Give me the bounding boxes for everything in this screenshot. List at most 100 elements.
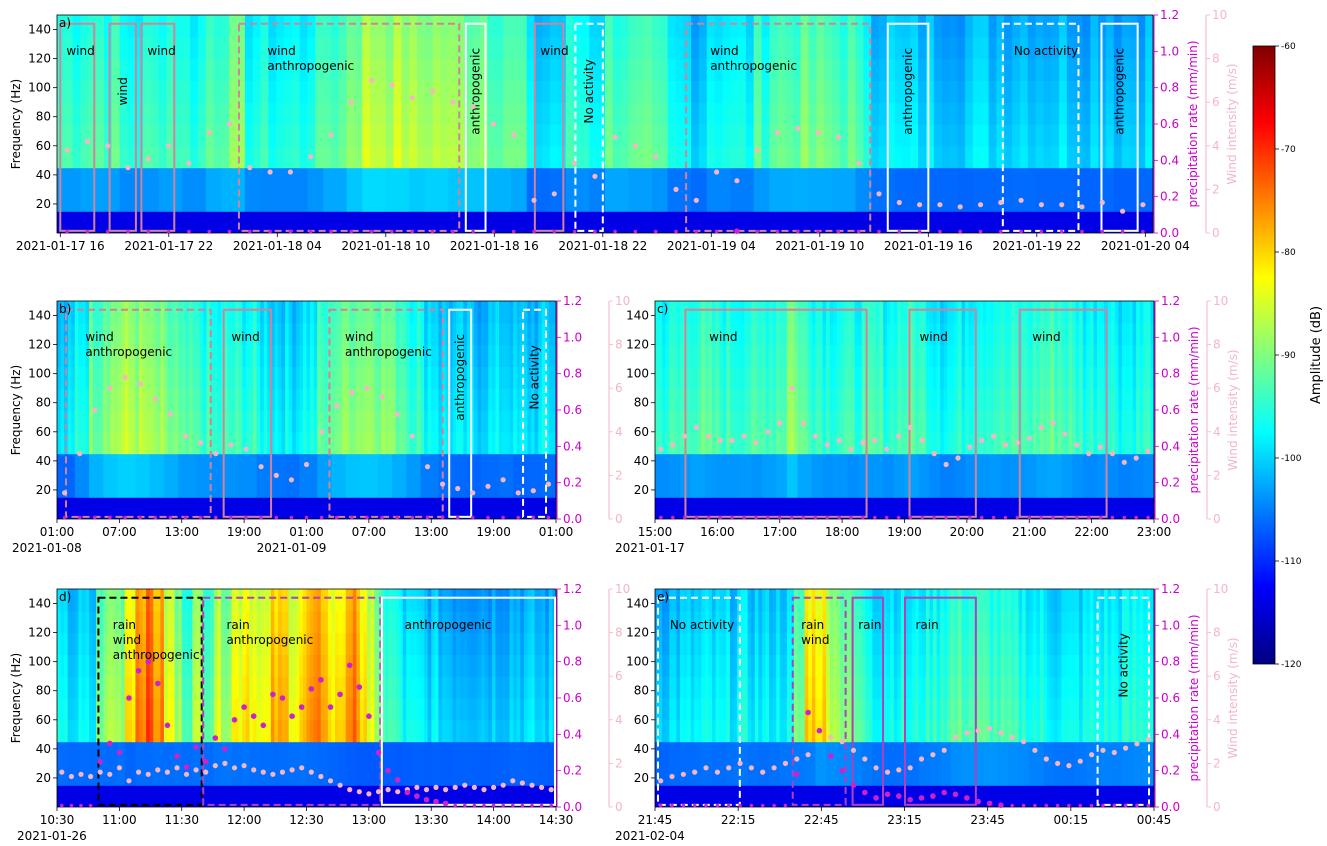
annotation-box xyxy=(108,22,137,232)
precip-point xyxy=(1063,515,1067,520)
precip-tick-label: 0.8 xyxy=(563,655,582,669)
precip-tick-label: 1.2 xyxy=(1160,8,1179,22)
precip-point xyxy=(825,515,830,520)
wind-point xyxy=(632,143,639,149)
annotation-box xyxy=(851,596,885,806)
wind-point xyxy=(876,191,882,197)
precip-point xyxy=(1123,803,1128,808)
ytick-label: 120 xyxy=(28,626,51,640)
wind-point xyxy=(612,134,618,140)
precip-point xyxy=(472,803,477,808)
annotation-label: rain xyxy=(226,618,249,632)
precip-tick-label: 0.0 xyxy=(1161,800,1180,814)
wind-point xyxy=(658,778,664,784)
wind-point xyxy=(737,760,743,767)
precip-point xyxy=(531,515,536,520)
panel-label: d) xyxy=(59,590,71,604)
wind-point xyxy=(692,769,698,775)
precip-point xyxy=(414,793,420,799)
precip-point xyxy=(760,803,765,808)
wind-point xyxy=(828,734,834,740)
wind-point xyxy=(1043,756,1049,762)
wind-point xyxy=(1077,758,1083,764)
wind-point xyxy=(260,769,266,775)
precip-tick-label: 1.0 xyxy=(1161,618,1180,632)
wind-point xyxy=(848,446,854,452)
precip-point xyxy=(349,229,354,234)
ytick-label: 100 xyxy=(626,655,649,669)
wind-point xyxy=(500,782,506,788)
wind-tick-label: 2 xyxy=(615,756,623,770)
wind-point xyxy=(653,154,659,160)
precip-point xyxy=(433,798,439,805)
wind-tick-label: 6 xyxy=(1212,95,1220,109)
precip-point xyxy=(463,803,467,808)
xtick-label: 11:00 xyxy=(102,813,137,827)
axes-frame xyxy=(56,14,1154,234)
wind-point xyxy=(105,143,111,149)
wind-point xyxy=(440,481,446,487)
ytick-label: 80 xyxy=(634,684,649,698)
annotation-label: anthropogenic xyxy=(901,48,915,135)
precip-point xyxy=(1044,803,1049,808)
precip-tick-label: 1.0 xyxy=(1161,330,1180,344)
wind-point xyxy=(375,789,382,795)
annotation-label: No activity xyxy=(670,618,734,632)
annotation-label: anthropogenic xyxy=(226,633,313,647)
annotation-box xyxy=(1096,596,1151,806)
wind-point xyxy=(952,734,959,740)
wind-point xyxy=(470,104,476,110)
wind-point xyxy=(748,765,755,771)
precip-point xyxy=(816,727,823,734)
precip-point xyxy=(260,722,267,729)
precip-point xyxy=(1112,803,1117,808)
precip-point xyxy=(1135,803,1139,808)
wind-point xyxy=(471,784,477,791)
wind-point xyxy=(389,82,395,88)
xtick-label: 13:00 xyxy=(414,525,449,539)
wind-point xyxy=(273,472,279,478)
wind-point xyxy=(771,765,777,771)
wind-point xyxy=(714,169,720,175)
wind-point xyxy=(379,394,385,400)
colorbar-tick-label: -80 xyxy=(1281,248,1296,258)
wind-point xyxy=(1100,747,1106,753)
precip-point xyxy=(164,722,171,729)
wind-point xyxy=(1111,749,1117,756)
precip-point xyxy=(1122,515,1127,520)
wind-point xyxy=(462,782,468,788)
wind-point xyxy=(572,160,578,166)
wind-point xyxy=(62,490,68,496)
precip-point xyxy=(231,717,238,723)
xtick-label: 19:00 xyxy=(887,525,922,539)
annotation-box xyxy=(380,596,557,806)
wind-point xyxy=(1133,455,1139,461)
wind-point xyxy=(1074,442,1080,448)
precip-point xyxy=(796,229,800,234)
annotation-label: wind xyxy=(267,44,295,58)
precip-axis-label: precipitation rate (mm/min) xyxy=(1186,40,1200,207)
xtick-label: 19:00 xyxy=(476,525,511,539)
ytick-label: 120 xyxy=(28,52,51,66)
wind-point xyxy=(327,778,334,784)
xtick-label: 12:00 xyxy=(227,813,262,827)
wind-point xyxy=(918,756,925,762)
panel-label: a) xyxy=(59,16,71,30)
precip-point xyxy=(694,515,699,520)
wind-point xyxy=(145,156,151,162)
annotation-box xyxy=(791,596,847,806)
precip-tick-label: 0.4 xyxy=(563,727,582,741)
ytick-label: 20 xyxy=(36,483,51,497)
ytick-label: 140 xyxy=(28,23,51,37)
precip-tick-label: 1.0 xyxy=(563,330,582,344)
precip-point xyxy=(187,229,191,234)
wind-point xyxy=(470,490,476,496)
wind-point xyxy=(136,769,142,775)
wind-tick-label: 0 xyxy=(615,512,623,526)
precip-point xyxy=(108,515,112,520)
precip-tick-label: 0.6 xyxy=(1161,403,1180,417)
precip-point xyxy=(327,704,334,710)
wind-point xyxy=(850,747,857,753)
xtick-label: 20:00 xyxy=(950,525,985,539)
